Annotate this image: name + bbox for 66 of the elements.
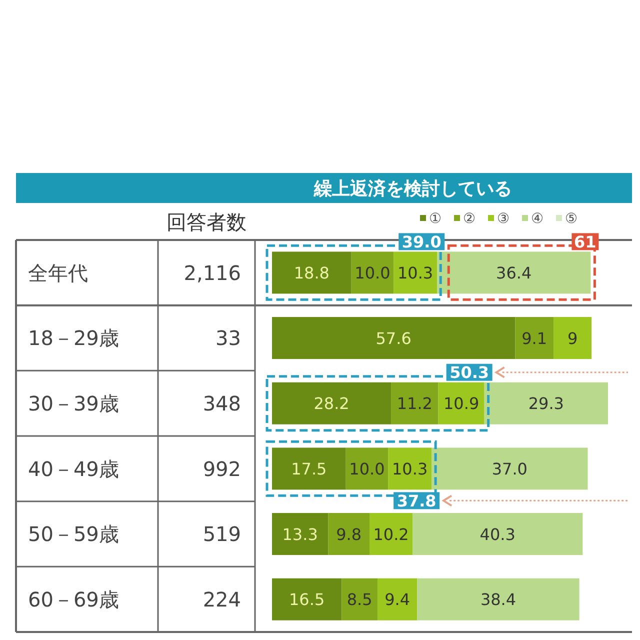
chart-title: 繰上返済を検討している bbox=[313, 178, 512, 200]
legend-label: ③ bbox=[497, 211, 510, 228]
y-tick-label: 全年代 bbox=[28, 260, 88, 285]
data-label: 8.5 bbox=[346, 590, 372, 610]
bar bbox=[391, 382, 438, 424]
bar bbox=[412, 513, 583, 555]
bar bbox=[342, 578, 378, 620]
bar bbox=[272, 513, 328, 555]
data-label: 10.0 bbox=[354, 263, 390, 282]
bar bbox=[351, 252, 394, 294]
data-label: 17.5 bbox=[291, 459, 327, 478]
y-tick-label: 18－29歳 bbox=[28, 326, 119, 350]
bar bbox=[272, 317, 516, 359]
data-label: 10.3 bbox=[397, 263, 434, 282]
data-label: 10.3 bbox=[392, 459, 428, 478]
y2-tick-label: 992 bbox=[202, 456, 241, 481]
y2-tick-label: 348 bbox=[202, 392, 241, 416]
bar bbox=[437, 252, 591, 294]
annotation: 37.8 bbox=[396, 491, 436, 510]
data-label: 40.3 bbox=[480, 524, 516, 544]
data-label: 9.8 bbox=[336, 524, 362, 544]
y2-tick-label: 519 bbox=[202, 522, 241, 546]
data-label: 38.4 bbox=[480, 590, 516, 610]
bar bbox=[272, 578, 342, 620]
data-label: 16.5 bbox=[289, 590, 325, 610]
data-label: 37.0 bbox=[492, 459, 528, 478]
y2-tick-label: 33 bbox=[216, 326, 241, 350]
bar bbox=[554, 317, 592, 359]
y2-tick-label: 2,116 bbox=[184, 260, 241, 285]
bar bbox=[370, 513, 413, 555]
data-label: 9.1 bbox=[522, 328, 548, 348]
bar bbox=[388, 448, 432, 490]
bar bbox=[484, 382, 608, 424]
data-label: 57.6 bbox=[376, 328, 412, 348]
bar bbox=[272, 382, 392, 424]
annotation: 39.0 bbox=[402, 232, 442, 252]
legend-label: ① bbox=[429, 211, 442, 228]
y2-tick-label: 224 bbox=[202, 588, 241, 612]
data-label: 18.8 bbox=[294, 263, 330, 282]
bar bbox=[272, 448, 346, 490]
bar bbox=[272, 252, 352, 294]
bar bbox=[432, 448, 588, 490]
bar bbox=[328, 513, 370, 555]
data-label: 9 bbox=[567, 328, 578, 348]
data-label: 13.3 bbox=[282, 524, 318, 544]
y-tick-label: 40－49歳 bbox=[28, 456, 119, 481]
data-label: 29.3 bbox=[528, 394, 564, 414]
bar bbox=[346, 448, 388, 490]
y-tick-label: 60－69歳 bbox=[28, 588, 119, 612]
data-label: 28.2 bbox=[314, 394, 350, 414]
data-label: 10.9 bbox=[444, 394, 480, 414]
legend-label: ② bbox=[463, 211, 476, 228]
y-tick-label: 30－39歳 bbox=[28, 392, 119, 416]
data-label: 10.0 bbox=[349, 459, 385, 478]
legend-label: ④ bbox=[531, 211, 544, 228]
data-label: 9.4 bbox=[384, 590, 410, 610]
annotation: 50.3 bbox=[450, 363, 490, 382]
bar bbox=[515, 317, 554, 359]
y2-axis-title: 回答者数 bbox=[166, 210, 246, 234]
bar bbox=[378, 578, 418, 620]
data-label: 36.4 bbox=[496, 263, 532, 282]
data-label: 11.2 bbox=[396, 394, 432, 414]
data-label: 10.2 bbox=[373, 524, 409, 544]
legend-label: ⑤ bbox=[565, 211, 578, 228]
bar bbox=[417, 578, 580, 620]
y-tick-label: 50－59歳 bbox=[28, 522, 119, 546]
